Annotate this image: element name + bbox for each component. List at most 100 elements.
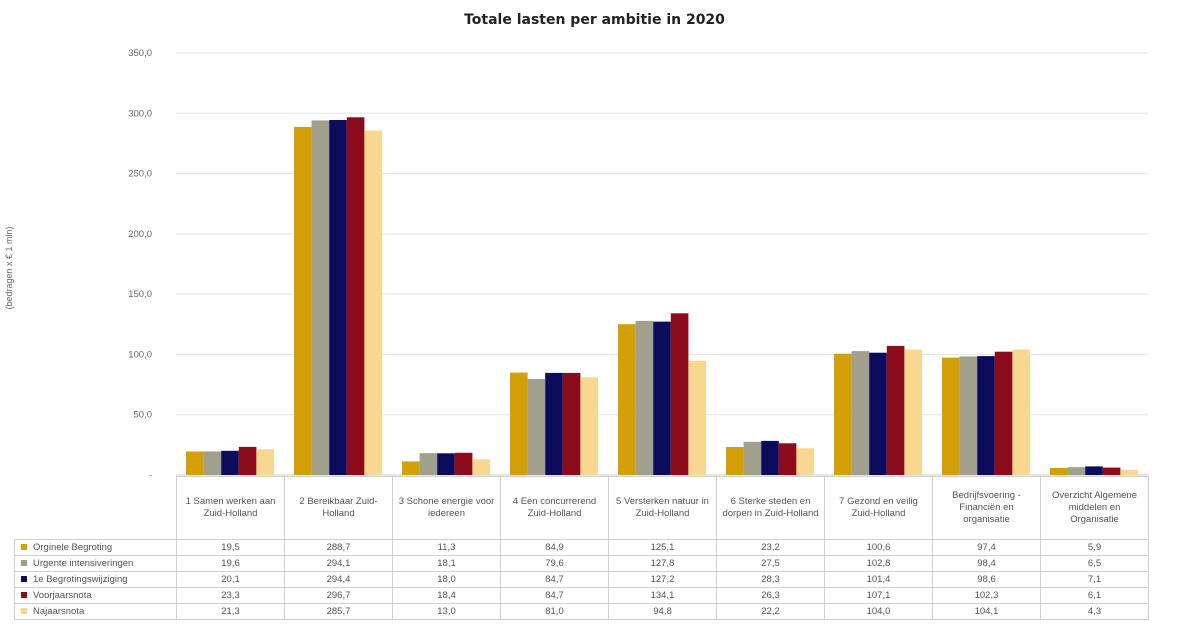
series-name: Voorjaarsnota	[33, 590, 92, 601]
legend-swatch	[21, 560, 27, 567]
data-value: 101,4	[824, 571, 933, 588]
table-corner	[14, 476, 177, 540]
legend-swatch	[21, 544, 27, 551]
series-name: Orginele Begroting	[33, 542, 113, 553]
bar	[796, 448, 814, 475]
bar	[1012, 349, 1030, 475]
data-value: 127,2	[608, 571, 717, 588]
bar	[437, 453, 455, 475]
category-label: 6 Sterke steden en dorpen in Zuid-Hollan…	[716, 476, 825, 540]
data-table: 1 Samen werken aan Zuid-Holland 2 Bereikb…	[14, 476, 1149, 620]
table-body: Orginele Begroting 19,5 288,7 11,3 84,9 125,1…	[14, 539, 1149, 620]
y-tick-label: 150,0	[128, 289, 152, 300]
data-value: 294,1	[284, 555, 393, 572]
data-value: 4,3	[1040, 603, 1149, 620]
bar	[904, 349, 922, 475]
category-label: 5 Versterken natuur in Zuid-Holland	[608, 476, 717, 540]
y-tick-label: 250,0	[128, 169, 152, 180]
bar	[653, 321, 671, 475]
bar	[1120, 469, 1138, 475]
legend-entry: Urgente intensiveringen	[14, 555, 177, 572]
data-value: 23,3	[176, 587, 285, 604]
bar	[778, 443, 797, 475]
data-value: 6,5	[1040, 555, 1149, 572]
bar	[886, 345, 905, 475]
bar	[635, 320, 654, 475]
bar	[834, 353, 852, 475]
bar	[670, 313, 689, 475]
bar	[238, 446, 257, 475]
bar	[977, 356, 995, 475]
data-value: 79,6	[500, 555, 609, 572]
legend-entry: Voorjaarsnota	[14, 587, 177, 604]
data-value: 125,1	[608, 539, 717, 556]
data-value: 285,7	[284, 603, 393, 620]
bar	[294, 126, 312, 476]
category-label: 1 Samen werken aan Zuid-Holland	[176, 476, 285, 540]
data-value: 102,3	[932, 587, 1041, 604]
data-value: 98,4	[932, 555, 1041, 572]
data-value: 13,0	[392, 603, 501, 620]
data-value: 7,1	[1040, 571, 1149, 588]
bar	[562, 372, 581, 475]
series-name: 1e Begrotingswijziging	[33, 574, 128, 585]
legend-entry: Najaarsnota	[14, 603, 177, 620]
bar	[761, 440, 779, 475]
bar	[1085, 466, 1103, 475]
legend-entry: Orginele Begroting	[14, 539, 177, 556]
data-value: 6,1	[1040, 587, 1149, 604]
bar	[311, 120, 330, 476]
table-row: 1e Begrotingswijziging 20,1 294,4 18,0 84,7 1…	[14, 571, 1149, 588]
data-value: 26,3	[716, 587, 825, 604]
data-value: 134,1	[608, 587, 717, 604]
bar	[527, 379, 546, 475]
data-value: 100,6	[824, 539, 933, 556]
y-tick-labels: - 50,0 100,0 150,0 200,0 250,0 300,0 350,0	[128, 48, 152, 480]
data-value: 18,0	[392, 571, 501, 588]
y-tick-label: -	[149, 470, 152, 480]
data-value: 22,2	[716, 603, 825, 620]
data-value: 20,1	[176, 571, 285, 588]
bar	[221, 450, 239, 475]
data-value: 18,4	[392, 587, 501, 604]
category-label: 7 Gezond en veilig Zuid-Holland	[824, 476, 933, 540]
data-value: 84,7	[500, 587, 609, 604]
bar	[472, 459, 490, 475]
data-value: 97,4	[932, 539, 1041, 556]
data-value: 294,4	[284, 571, 393, 588]
chart-plot: - 50,0 100,0 150,0 200,0 250,0 300,0 350,0	[128, 48, 1148, 480]
y-tick-label: 100,0	[128, 349, 152, 360]
bar	[346, 117, 365, 476]
bar	[743, 441, 762, 475]
category-label: 3 Schone energie voor iedereen	[392, 476, 501, 540]
bar	[942, 357, 960, 475]
bar	[851, 351, 870, 475]
bar	[364, 130, 382, 475]
data-value: 127,8	[608, 555, 717, 572]
data-value: 28,3	[716, 571, 825, 588]
table-row: Najaarsnota 21,3 285,7 13,0 81,0 94,8 22,2 104,…	[14, 603, 1149, 620]
data-value: 288,7	[284, 539, 393, 556]
bar	[203, 451, 222, 475]
category-label: Bedrijfsvoering - Financiën en organisat…	[932, 476, 1041, 540]
bar	[186, 451, 204, 475]
bar	[545, 372, 563, 475]
y-tick-label: 350,0	[128, 48, 152, 59]
data-value: 84,7	[500, 571, 609, 588]
bar	[580, 377, 598, 475]
legend-swatch	[21, 592, 27, 599]
bars	[186, 117, 1138, 476]
data-value: 11,3	[392, 539, 501, 556]
data-value: 102,8	[824, 555, 933, 572]
data-value: 98,6	[932, 571, 1041, 588]
data-value: 104,1	[932, 603, 1041, 620]
bar	[419, 453, 438, 475]
bar	[329, 120, 347, 475]
bar	[1067, 467, 1086, 475]
series-name: Urgente intensiveringen	[33, 558, 134, 569]
category-label: 4 Een concurrerend Zuid-Holland	[500, 476, 609, 540]
data-value: 107,1	[824, 587, 933, 604]
table-row: Orginele Begroting 19,5 288,7 11,3 84,9 125,1…	[14, 539, 1149, 556]
data-value: 94,8	[608, 603, 717, 620]
category-label: Overzicht Algemene middelen en Organisat…	[1040, 476, 1149, 540]
